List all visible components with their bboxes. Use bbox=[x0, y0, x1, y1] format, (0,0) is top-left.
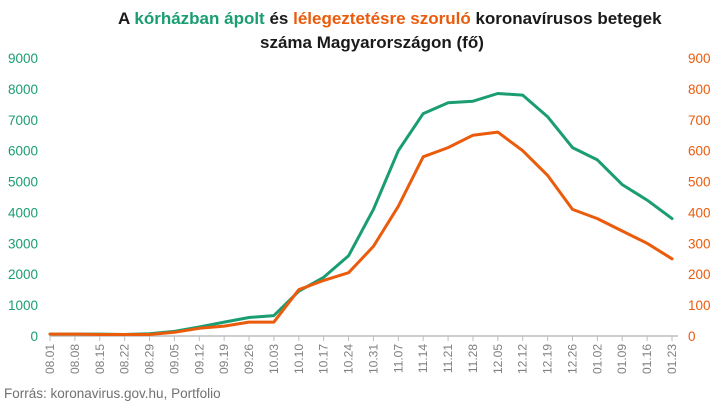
x-tick-label: 11.28 bbox=[466, 344, 480, 373]
x-tick-label: 01.02 bbox=[590, 344, 604, 374]
x-tick-label: 10.24 bbox=[342, 344, 356, 374]
y-left-tick-label: 2000 bbox=[8, 267, 38, 282]
y-right-tick-label: 700 bbox=[688, 113, 711, 128]
x-tick-label: 12.19 bbox=[541, 344, 555, 374]
x-tick-label: 08.01 bbox=[43, 344, 57, 374]
x-tick-label: 10.10 bbox=[292, 344, 306, 374]
x-tick-label: 10.17 bbox=[317, 344, 331, 374]
left-axis-ticks: 0 1000 2000 3000 4000 5000 6000 7000 8000 9000 bbox=[8, 51, 38, 344]
y-left-tick-label: 1000 bbox=[8, 298, 38, 313]
x-tick-label: 09.12 bbox=[192, 344, 206, 374]
y-left-tick-label: 4000 bbox=[8, 205, 38, 220]
chart-title-line-2: száma Magyarországon (fő) bbox=[260, 33, 484, 52]
right-axis-ticks: 0 100 200 300 400 500 600 700 800 900 bbox=[688, 51, 711, 344]
y-right-tick-label: 800 bbox=[688, 82, 711, 97]
series-line-ventilated bbox=[48, 130, 674, 336]
x-tick-label: 11.21 bbox=[441, 344, 455, 373]
title-text: A bbox=[118, 9, 135, 28]
x-tick-label: 10.03 bbox=[267, 344, 281, 374]
x-axis-ticks: 08.01 08.08 08.15 08.22 08.29 09.05 09.12 09.19… bbox=[43, 336, 679, 374]
x-tick-label: 09.05 bbox=[167, 344, 181, 374]
title-text: és bbox=[264, 9, 294, 28]
y-left-tick-label: 3000 bbox=[8, 236, 38, 251]
source-note: Forrás: koronavirus.gov.hu, Portfolio bbox=[4, 386, 221, 401]
x-tick-label: 09.26 bbox=[242, 344, 256, 374]
y-right-tick-label: 200 bbox=[688, 267, 711, 282]
series-line-hospitalized bbox=[48, 92, 674, 336]
title-text: koronavírusos betegek bbox=[470, 9, 662, 28]
y-left-tick-label: 6000 bbox=[8, 144, 38, 159]
x-tick-label: 09.19 bbox=[217, 344, 231, 374]
x-tick-label: 11.14 bbox=[416, 344, 430, 373]
x-tick-label: 08.29 bbox=[143, 344, 157, 374]
y-right-tick-label: 900 bbox=[688, 51, 711, 66]
y-left-tick-label: 7000 bbox=[8, 113, 38, 128]
y-right-tick-label: 100 bbox=[688, 298, 711, 313]
title-ventilated-phrase: lélegeztetésre szoruló bbox=[293, 9, 471, 28]
y-right-tick-label: 500 bbox=[688, 175, 711, 190]
x-tick-label: 11.07 bbox=[391, 344, 405, 373]
y-right-tick-label: 400 bbox=[688, 205, 711, 220]
y-left-tick-label: 0 bbox=[30, 329, 38, 344]
x-tick-label: 01.23 bbox=[665, 344, 679, 374]
x-tick-label: 12.26 bbox=[565, 344, 579, 374]
y-right-tick-label: 300 bbox=[688, 236, 711, 251]
x-tick-label: 12.12 bbox=[516, 344, 530, 374]
y-right-tick-label: 600 bbox=[688, 144, 711, 159]
y-left-tick-label: 9000 bbox=[8, 51, 38, 66]
chart-title-line-1: A kórházban ápolt és lélegeztetésre szor… bbox=[118, 9, 662, 29]
series-group bbox=[48, 92, 674, 336]
y-right-tick-label: 0 bbox=[688, 329, 696, 344]
title-hospitalized-phrase: kórházban ápolt bbox=[134, 9, 265, 28]
y-left-tick-label: 5000 bbox=[8, 175, 38, 190]
x-tick-label: 08.15 bbox=[93, 344, 107, 374]
x-tick-label: 08.08 bbox=[68, 344, 82, 374]
x-tick-label: 01.16 bbox=[640, 344, 654, 374]
y-left-tick-label: 8000 bbox=[8, 82, 38, 97]
x-tick-label: 01.09 bbox=[615, 344, 629, 374]
x-tick-label: 12.05 bbox=[491, 344, 505, 374]
x-tick-label: 10.31 bbox=[366, 344, 380, 374]
x-tick-label: 08.22 bbox=[118, 344, 132, 374]
